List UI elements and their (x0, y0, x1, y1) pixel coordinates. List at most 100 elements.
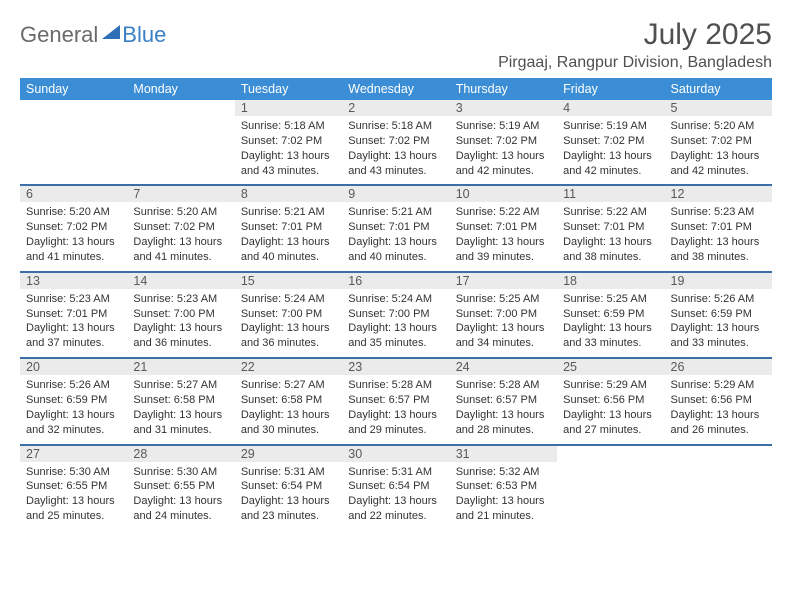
calendar-table: Sunday Monday Tuesday Wednesday Thursday… (20, 78, 772, 530)
title-block: July 2025 Pirgaaj, Rangpur Division, Ban… (498, 18, 772, 72)
week-row: 20Sunrise: 5:26 AMSunset: 6:59 PMDayligh… (20, 358, 772, 444)
day-body: Sunrise: 5:25 AMSunset: 6:59 PMDaylight:… (557, 289, 664, 357)
sunset-line: Sunset: 7:02 PM (456, 134, 551, 149)
day-body: Sunrise: 5:27 AMSunset: 6:58 PMDaylight:… (127, 375, 234, 443)
daylight1-line: Daylight: 13 hours (26, 321, 121, 336)
daylight2-line: and 35 minutes. (348, 336, 443, 351)
daylight2-line: and 31 minutes. (133, 423, 228, 438)
daylight1-line: Daylight: 13 hours (348, 235, 443, 250)
sunrise-line: Sunrise: 5:23 AM (133, 292, 228, 307)
daylight1-line: Daylight: 13 hours (26, 235, 121, 250)
sunset-line: Sunset: 7:02 PM (348, 134, 443, 149)
daylight1-line: Daylight: 13 hours (671, 235, 766, 250)
day-cell: 2Sunrise: 5:18 AMSunset: 7:02 PMDaylight… (342, 100, 449, 185)
day-number: 17 (450, 273, 557, 289)
day-body: Sunrise: 5:28 AMSunset: 6:57 PMDaylight:… (450, 375, 557, 443)
daylight1-line: Daylight: 13 hours (133, 408, 228, 423)
logo-triangle-icon (102, 25, 120, 39)
day-cell: 5Sunrise: 5:20 AMSunset: 7:02 PMDaylight… (665, 100, 772, 185)
daylight1-line: Daylight: 13 hours (241, 408, 336, 423)
day-number: 31 (450, 446, 557, 462)
daylight2-line: and 26 minutes. (671, 423, 766, 438)
day-cell: 27Sunrise: 5:30 AMSunset: 6:55 PMDayligh… (20, 445, 127, 530)
day-cell: 3Sunrise: 5:19 AMSunset: 7:02 PMDaylight… (450, 100, 557, 185)
day-number: 3 (450, 100, 557, 116)
weekday-header: Thursday (450, 78, 557, 100)
day-cell: 15Sunrise: 5:24 AMSunset: 7:00 PMDayligh… (235, 272, 342, 358)
day-cell: 11Sunrise: 5:22 AMSunset: 7:01 PMDayligh… (557, 185, 664, 271)
daylight2-line: and 21 minutes. (456, 509, 551, 524)
day-number: 1 (235, 100, 342, 116)
day-number: 12 (665, 186, 772, 202)
day-number: 24 (450, 359, 557, 375)
daylight1-line: Daylight: 13 hours (241, 235, 336, 250)
daylight1-line: Daylight: 13 hours (563, 408, 658, 423)
daylight2-line: and 30 minutes. (241, 423, 336, 438)
day-cell: 24Sunrise: 5:28 AMSunset: 6:57 PMDayligh… (450, 358, 557, 444)
sunset-line: Sunset: 7:02 PM (671, 134, 766, 149)
daylight1-line: Daylight: 13 hours (133, 321, 228, 336)
day-body: Sunrise: 5:18 AMSunset: 7:02 PMDaylight:… (342, 116, 449, 184)
daylight2-line: and 41 minutes. (26, 250, 121, 265)
daylight2-line: and 43 minutes. (241, 164, 336, 179)
day-body: Sunrise: 5:20 AMSunset: 7:02 PMDaylight:… (127, 202, 234, 270)
day-number: 22 (235, 359, 342, 375)
logo-text-blue: Blue (122, 22, 166, 48)
daylight2-line: and 23 minutes. (241, 509, 336, 524)
sunset-line: Sunset: 7:01 PM (241, 220, 336, 235)
sunrise-line: Sunrise: 5:25 AM (456, 292, 551, 307)
daylight2-line: and 25 minutes. (26, 509, 121, 524)
sunset-line: Sunset: 7:00 PM (456, 307, 551, 322)
day-cell: 8Sunrise: 5:21 AMSunset: 7:01 PMDaylight… (235, 185, 342, 271)
day-body: Sunrise: 5:29 AMSunset: 6:56 PMDaylight:… (665, 375, 772, 443)
day-body: Sunrise: 5:32 AMSunset: 6:53 PMDaylight:… (450, 462, 557, 530)
day-body: Sunrise: 5:30 AMSunset: 6:55 PMDaylight:… (127, 462, 234, 530)
day-number: 8 (235, 186, 342, 202)
day-cell: 10Sunrise: 5:22 AMSunset: 7:01 PMDayligh… (450, 185, 557, 271)
daylight1-line: Daylight: 13 hours (563, 235, 658, 250)
sunset-line: Sunset: 7:00 PM (133, 307, 228, 322)
day-number: 6 (20, 186, 127, 202)
day-number: 30 (342, 446, 449, 462)
day-body: Sunrise: 5:24 AMSunset: 7:00 PMDaylight:… (235, 289, 342, 357)
daylight2-line: and 33 minutes. (563, 336, 658, 351)
sunset-line: Sunset: 7:00 PM (348, 307, 443, 322)
sunset-line: Sunset: 6:57 PM (456, 393, 551, 408)
day-cell: 14Sunrise: 5:23 AMSunset: 7:00 PMDayligh… (127, 272, 234, 358)
day-cell (20, 100, 127, 185)
day-cell: 6Sunrise: 5:20 AMSunset: 7:02 PMDaylight… (20, 185, 127, 271)
sunrise-line: Sunrise: 5:18 AM (241, 119, 336, 134)
location-label: Pirgaaj, Rangpur Division, Bangladesh (498, 54, 772, 72)
day-body: Sunrise: 5:19 AMSunset: 7:02 PMDaylight:… (450, 116, 557, 184)
day-number: 21 (127, 359, 234, 375)
sunset-line: Sunset: 7:02 PM (563, 134, 658, 149)
daylight2-line: and 42 minutes. (456, 164, 551, 179)
day-body: Sunrise: 5:21 AMSunset: 7:01 PMDaylight:… (342, 202, 449, 270)
day-body: Sunrise: 5:23 AMSunset: 7:00 PMDaylight:… (127, 289, 234, 357)
sunrise-line: Sunrise: 5:22 AM (563, 205, 658, 220)
day-cell (127, 100, 234, 185)
sunset-line: Sunset: 6:54 PM (348, 479, 443, 494)
day-number: 26 (665, 359, 772, 375)
day-cell: 30Sunrise: 5:31 AMSunset: 6:54 PMDayligh… (342, 445, 449, 530)
day-body: Sunrise: 5:23 AMSunset: 7:01 PMDaylight:… (665, 202, 772, 270)
day-body (665, 448, 772, 510)
daylight1-line: Daylight: 13 hours (671, 408, 766, 423)
logo-text-general: General (20, 22, 98, 48)
sunset-line: Sunset: 7:01 PM (26, 307, 121, 322)
daylight2-line: and 37 minutes. (26, 336, 121, 351)
sunset-line: Sunset: 7:01 PM (456, 220, 551, 235)
sunrise-line: Sunrise: 5:22 AM (456, 205, 551, 220)
sunrise-line: Sunrise: 5:20 AM (133, 205, 228, 220)
day-body (20, 102, 127, 164)
daylight1-line: Daylight: 13 hours (241, 149, 336, 164)
day-body: Sunrise: 5:26 AMSunset: 6:59 PMDaylight:… (20, 375, 127, 443)
sunrise-line: Sunrise: 5:28 AM (348, 378, 443, 393)
sunrise-line: Sunrise: 5:30 AM (26, 465, 121, 480)
day-body (557, 448, 664, 510)
day-cell: 21Sunrise: 5:27 AMSunset: 6:58 PMDayligh… (127, 358, 234, 444)
day-body: Sunrise: 5:31 AMSunset: 6:54 PMDaylight:… (235, 462, 342, 530)
daylight2-line: and 32 minutes. (26, 423, 121, 438)
day-body: Sunrise: 5:20 AMSunset: 7:02 PMDaylight:… (665, 116, 772, 184)
day-cell: 31Sunrise: 5:32 AMSunset: 6:53 PMDayligh… (450, 445, 557, 530)
